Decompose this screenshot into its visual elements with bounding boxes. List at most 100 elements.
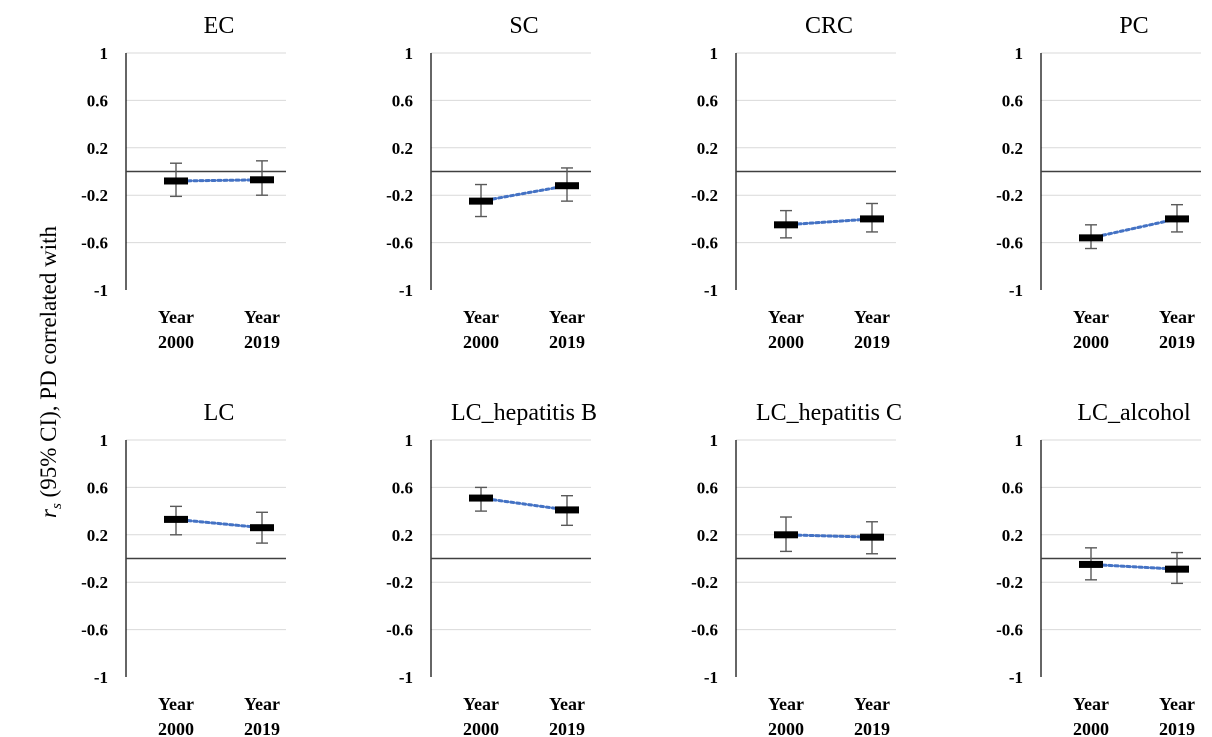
y-tick-label: 1 xyxy=(405,44,414,63)
y-tick-label: -0.2 xyxy=(386,186,413,205)
y-tick-label: -1 xyxy=(94,668,108,687)
chart-panel-lc: LC 1 0.6 0.2 -0.2 -0.6 -1 Year 2000 Year 2019 xyxy=(81,400,286,737)
x-category-label: Year xyxy=(158,694,194,714)
y-axis-label: rs (95% CI), PD correlated with xyxy=(36,226,65,518)
y-tick-label: 0.2 xyxy=(1002,526,1023,545)
y-tick-label: -0.6 xyxy=(996,621,1023,640)
y-tick-label: 0.6 xyxy=(392,478,413,497)
x-category-label: 2019 xyxy=(244,719,280,737)
y-tick-label: -1 xyxy=(94,281,108,300)
y-tick-label: -0.6 xyxy=(691,621,718,640)
x-category-label: Year xyxy=(854,694,890,714)
y-tick-label: 0.6 xyxy=(697,478,718,497)
y-tick-label: 1 xyxy=(100,44,109,63)
data-point-marker xyxy=(469,197,493,205)
chart-title: LC_hepatitis B xyxy=(451,400,597,426)
y-tick-label: 0.2 xyxy=(697,139,718,158)
y-tick-label: -0.2 xyxy=(81,573,108,592)
y-tick-label: 1 xyxy=(1015,431,1024,450)
x-category-label: 2000 xyxy=(768,332,804,352)
x-category-label: Year xyxy=(244,307,280,327)
chart-title: PC xyxy=(1119,13,1148,39)
chart-panels: EC 1 0.6 0.2 -0.2 -0.6 -1 Year 2000 Year 2019 SC 1 0.… xyxy=(81,13,1201,737)
chart-panel-lc-hepatitis-b: LC_hepatitis B 1 0.6 0.2 -0.2 -0.6 -1 Year 2000 Y… xyxy=(386,400,597,737)
x-category-label: Year xyxy=(549,694,585,714)
y-tick-label: -1 xyxy=(1009,668,1023,687)
y-tick-label: 0.2 xyxy=(697,526,718,545)
y-tick-label: -1 xyxy=(399,281,413,300)
data-point-marker xyxy=(860,215,884,223)
x-category-label: Year xyxy=(463,694,499,714)
trend-line xyxy=(784,533,874,539)
x-category-label: Year xyxy=(768,694,804,714)
y-tick-label: 1 xyxy=(1015,44,1024,63)
trend-line xyxy=(1089,562,1179,571)
x-category-label: Year xyxy=(854,307,890,327)
data-point-marker xyxy=(1079,234,1103,242)
x-category-label: 2019 xyxy=(1159,719,1195,737)
x-category-label: 2000 xyxy=(158,332,194,352)
y-tick-label: -0.2 xyxy=(996,573,1023,592)
y-tick-label: 0.6 xyxy=(392,91,413,110)
y-tick-label: 0.6 xyxy=(87,91,108,110)
y-tick-label: 1 xyxy=(710,431,719,450)
trend-line xyxy=(479,184,569,203)
x-category-label: Year xyxy=(549,307,585,327)
x-category-label: 2019 xyxy=(549,719,585,737)
x-category-label: Year xyxy=(463,307,499,327)
x-category-label: 2000 xyxy=(1073,719,1109,737)
x-category-label: Year xyxy=(158,307,194,327)
y-tick-label: -0.2 xyxy=(691,186,718,205)
x-category-label: 2000 xyxy=(463,719,499,737)
data-point-marker xyxy=(164,177,188,185)
y-tick-label: -0.6 xyxy=(386,621,413,640)
data-point-marker xyxy=(1165,215,1189,223)
x-category-label: Year xyxy=(1073,307,1109,327)
x-category-label: 2000 xyxy=(1073,332,1109,352)
data-point-marker xyxy=(774,531,798,539)
x-category-label: 2019 xyxy=(854,719,890,737)
trend-line xyxy=(174,178,264,183)
y-tick-label: -1 xyxy=(399,668,413,687)
chart-title: SC xyxy=(509,13,538,39)
trend-line xyxy=(479,496,569,512)
y-tick-label: 0.6 xyxy=(697,91,718,110)
chart-panel-crc: CRC 1 0.6 0.2 -0.2 -0.6 -1 Year 2000 Year 2019 xyxy=(691,13,896,352)
y-tick-label: -0.2 xyxy=(691,573,718,592)
y-tick-label: -0.2 xyxy=(81,186,108,205)
chart-panel-sc: SC 1 0.6 0.2 -0.2 -0.6 -1 Year 2000 Year 2019 xyxy=(386,13,591,352)
chart-panel-pc: PC 1 0.6 0.2 -0.2 -0.6 -1 Year 2000 Year 2019 xyxy=(996,13,1201,352)
chart-title: LC_hepatitis C xyxy=(756,400,902,426)
y-tick-label: 0.2 xyxy=(392,526,413,545)
x-category-label: 2000 xyxy=(463,332,499,352)
y-tick-label: 0.2 xyxy=(87,526,108,545)
y-tick-label: 0.2 xyxy=(87,139,108,158)
y-tick-label: 0.6 xyxy=(1002,478,1023,497)
x-category-label: 2019 xyxy=(549,332,585,352)
x-category-label: 2000 xyxy=(768,719,804,737)
y-tick-label: -0.6 xyxy=(691,234,718,253)
x-category-label: 2019 xyxy=(854,332,890,352)
data-point-marker xyxy=(1079,560,1103,568)
y-tick-label: 1 xyxy=(405,431,414,450)
y-tick-label: -0.6 xyxy=(386,234,413,253)
data-point-marker xyxy=(860,533,884,541)
chart-panel-ec: EC 1 0.6 0.2 -0.2 -0.6 -1 Year 2000 Year 2019 xyxy=(81,13,286,352)
data-point-marker xyxy=(164,515,188,523)
x-category-label: Year xyxy=(1159,307,1195,327)
x-category-label: Year xyxy=(768,307,804,327)
chart-title: LC xyxy=(204,400,235,426)
data-point-marker xyxy=(1165,565,1189,573)
y-tick-label: 1 xyxy=(100,431,109,450)
data-point-marker xyxy=(250,524,274,532)
y-tick-label: 1 xyxy=(710,44,719,63)
data-point-marker xyxy=(774,221,798,229)
x-category-label: Year xyxy=(244,694,280,714)
x-category-label: Year xyxy=(1159,694,1195,714)
trend-line xyxy=(174,517,264,530)
data-point-marker xyxy=(469,494,493,502)
data-point-marker xyxy=(555,506,579,514)
x-category-label: 2019 xyxy=(1159,332,1195,352)
chart-panel-lc-hepatitis-c: LC_hepatitis C 1 0.6 0.2 -0.2 -0.6 -1 Year 2000 Y… xyxy=(691,400,902,737)
chart-title: EC xyxy=(204,13,235,39)
